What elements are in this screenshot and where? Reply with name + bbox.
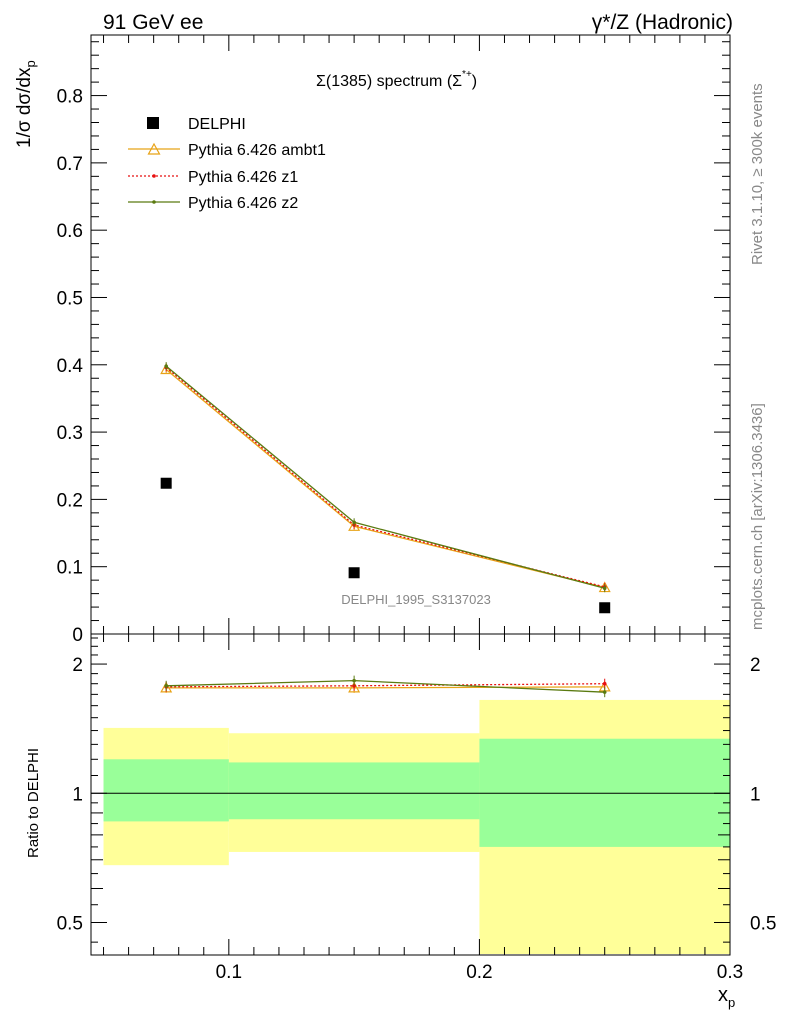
plot-title-main: Σ(1385) spectrum (Σ <box>316 73 462 90</box>
x-tick-label: 0.3 <box>717 962 743 983</box>
legend-marker-ambt1 <box>147 142 161 155</box>
data-point-delphi <box>348 567 360 579</box>
ratio-x-ticks: 0.1 0.2 0.3 <box>103 634 743 983</box>
ratio-point-pythia-6-426-z1 <box>352 683 356 688</box>
main-y-axis-label-sub: p <box>23 60 38 67</box>
ratio-y-tick-label-right: 0.5 <box>750 913 776 934</box>
ratio-point-pythia-6-426-z2 <box>352 678 356 683</box>
x-tick-label: 0.2 <box>466 962 492 983</box>
x-axis-label-sub: p <box>728 995 735 1010</box>
mcplots-label: mcplots.cern.ch [arXiv:1306.3436] <box>749 403 766 630</box>
x-tick-label: 0.1 <box>216 962 242 983</box>
analysis-watermark: DELPHI_1995_S3137023 <box>341 592 491 607</box>
legend-label-z2: Pythia 6.426 z2 <box>188 195 298 212</box>
plot-title-close: ) <box>472 73 477 90</box>
header-left: 91 GeV ee <box>103 11 203 34</box>
legend-label-delphi: DELPHI <box>188 116 246 133</box>
legend-label-ambt1: Pythia 6.426 ambt1 <box>188 142 326 159</box>
main-y-tick-label: 0.8 <box>57 87 83 108</box>
main-y-tick-label: 0.2 <box>57 490 83 511</box>
x-axis-label-text: x <box>718 984 728 1006</box>
ratio-bands <box>91 699 730 954</box>
ratio-y-ticks: 0.5 0.5 1 1 2 2 <box>57 637 776 943</box>
series-line-pythia-6-426-z1 <box>165 366 605 588</box>
legend-marker-delphi <box>147 117 159 129</box>
main-y-ticks: 0 0.1 0.2 0.3 0.4 0.5 0.6 0.7 0.8 <box>57 41 730 646</box>
ratio-marks <box>160 675 611 698</box>
data-point-delphi <box>160 477 172 489</box>
plot-title-sup: *+ <box>462 69 472 80</box>
data-point-pythia-6-426-z2 <box>352 520 356 525</box>
main-y-tick-label: 0.7 <box>57 154 83 175</box>
ratio-point-pythia-6-426-z1 <box>602 681 607 686</box>
legend-marker-z2 <box>152 200 156 204</box>
data-point-delphi <box>599 602 611 614</box>
ratio-y-axis-label: Ratio to DELPHI <box>25 748 42 858</box>
ratio-y-tick-label-right: 1 <box>750 784 761 805</box>
data-point-pythia-6-426-z2 <box>164 364 168 368</box>
main-x-ticks <box>103 35 731 634</box>
main-y-tick-label: 0.6 <box>57 221 83 242</box>
main-y-tick-label: 0.1 <box>57 558 83 579</box>
legend: DELPHI Pythia 6.426 ambt1 Pythia 6.426 z… <box>128 116 326 212</box>
main-panel: 0 0.1 0.2 0.3 0.4 0.5 0.6 0.7 0.8 Σ(1385) spectr… <box>14 34 731 646</box>
main-y-axis-label-text: 1/σ dσ/dx <box>14 67 35 148</box>
ratio-y-tick-label-left: 0.5 <box>57 913 83 934</box>
ratio-point-pythia-6-426-ambt1 <box>348 681 361 693</box>
main-y-tick-label: 0.4 <box>57 356 84 377</box>
series-line-pythia-6-426-z2 <box>165 365 605 589</box>
ratio-y-tick-label-left: 2 <box>72 655 83 676</box>
main-y-axis-label: 1/σ dσ/dxp <box>14 60 38 148</box>
legend-marker-z1 <box>152 174 156 178</box>
main-marks <box>160 362 611 614</box>
main-frame <box>90 34 731 635</box>
header-right: γ*/Z (Hadronic) <box>592 11 733 34</box>
main-y-tick-label: 0.3 <box>57 423 83 444</box>
main-y-tick-label: 0 <box>72 625 83 646</box>
ratio-frame <box>90 633 731 956</box>
ratio-point-pythia-6-426-z2 <box>164 683 168 688</box>
rivet-label: Rivet 3.1.10, ≥ 300k events <box>749 83 766 265</box>
ratio-band-inner <box>103 759 229 822</box>
ratio-y-tick-label-left: 1 <box>72 784 83 805</box>
ratio-band-inner <box>228 762 480 820</box>
main-y-tick-label: 0.5 <box>57 288 83 309</box>
data-point-pythia-6-426-z2 <box>602 586 607 591</box>
series-line-pythia-6-426-ambt1 <box>165 368 605 589</box>
ratio-point-pythia-6-426-ambt1 <box>160 681 173 693</box>
x-axis-label: xp <box>718 984 735 1010</box>
ratio-panel: 0.1 0.2 0.3 0.5 0.5 1 1 2 2 Ratio to DELPHI xp <box>25 633 776 1010</box>
ratio-point-pythia-6-426-z2 <box>602 690 607 694</box>
plot-title: Σ(1385) spectrum (Σ*+) <box>316 69 477 90</box>
data-point-pythia-6-426-ambt1 <box>348 520 361 531</box>
legend-label-z1: Pythia 6.426 z1 <box>188 169 298 186</box>
ratio-y-tick-label-right: 2 <box>750 655 761 676</box>
